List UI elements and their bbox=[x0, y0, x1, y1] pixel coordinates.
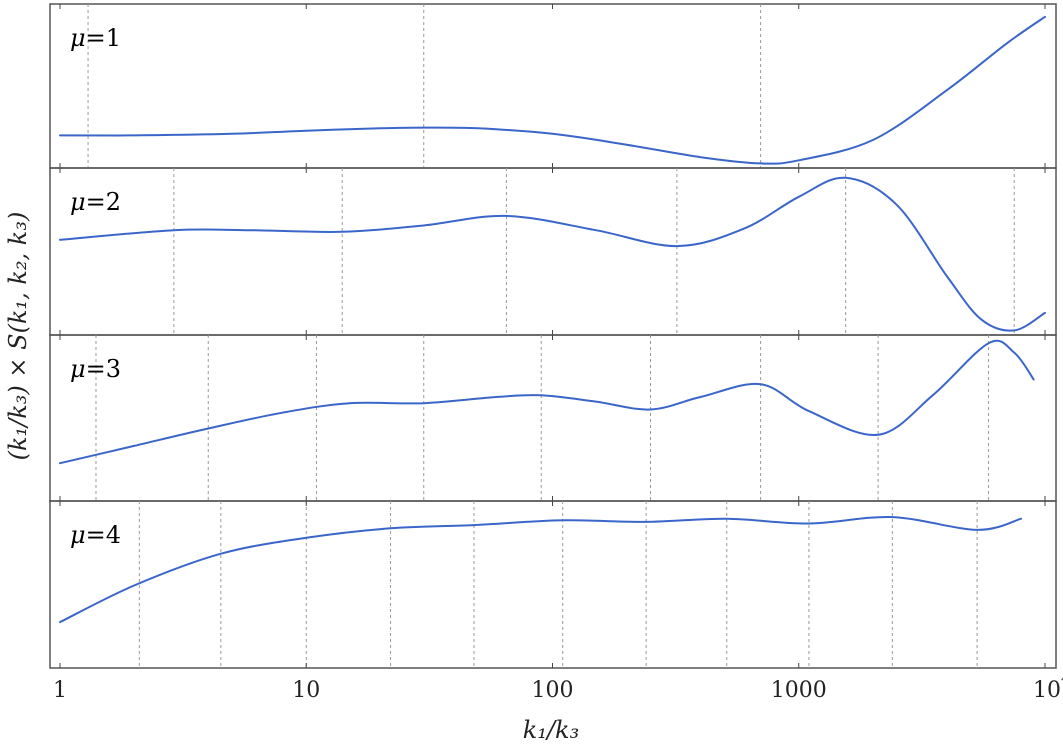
panel-frame bbox=[49, 167, 1057, 336]
x-tick-label: 100 bbox=[532, 678, 574, 703]
panel-mu-3: μ=3 bbox=[49, 334, 1057, 502]
x-tick-label: 10⁴ bbox=[1033, 672, 1063, 703]
series-line-mu-4 bbox=[59, 516, 1023, 624]
panel-frame bbox=[49, 500, 1057, 669]
x-tick-label: 1 bbox=[53, 678, 67, 703]
panel-label: μ=4 bbox=[70, 521, 121, 549]
x-tick-label: 1000 bbox=[771, 678, 827, 703]
panel-label: μ=2 bbox=[70, 188, 121, 216]
y-axis-title: (k₁/k₃) × S(k₁, k₂, k₃) bbox=[4, 212, 32, 461]
panel-frame bbox=[49, 334, 1057, 502]
series-line-mu-1 bbox=[59, 15, 1046, 165]
panel-frame bbox=[49, 3, 1057, 169]
panels: μ=1 μ=2 μ=3 μ=4 bbox=[49, 3, 1057, 669]
panel-mu-1: μ=1 bbox=[49, 3, 1057, 169]
panel-mu-4: μ=4 bbox=[49, 500, 1057, 669]
panel-label: μ=1 bbox=[70, 24, 121, 52]
panel-mu-2: μ=2 bbox=[49, 167, 1057, 336]
x-tick-label: 10 bbox=[292, 678, 320, 703]
x-axis-ticks: 1 10 100 1000 10⁴ bbox=[53, 672, 1063, 703]
series-line-mu-3 bbox=[59, 339, 1035, 465]
x-axis-title: k₁/k₃ bbox=[523, 716, 579, 744]
panel-label: μ=3 bbox=[70, 355, 121, 383]
series-line-mu-2 bbox=[59, 176, 1046, 332]
